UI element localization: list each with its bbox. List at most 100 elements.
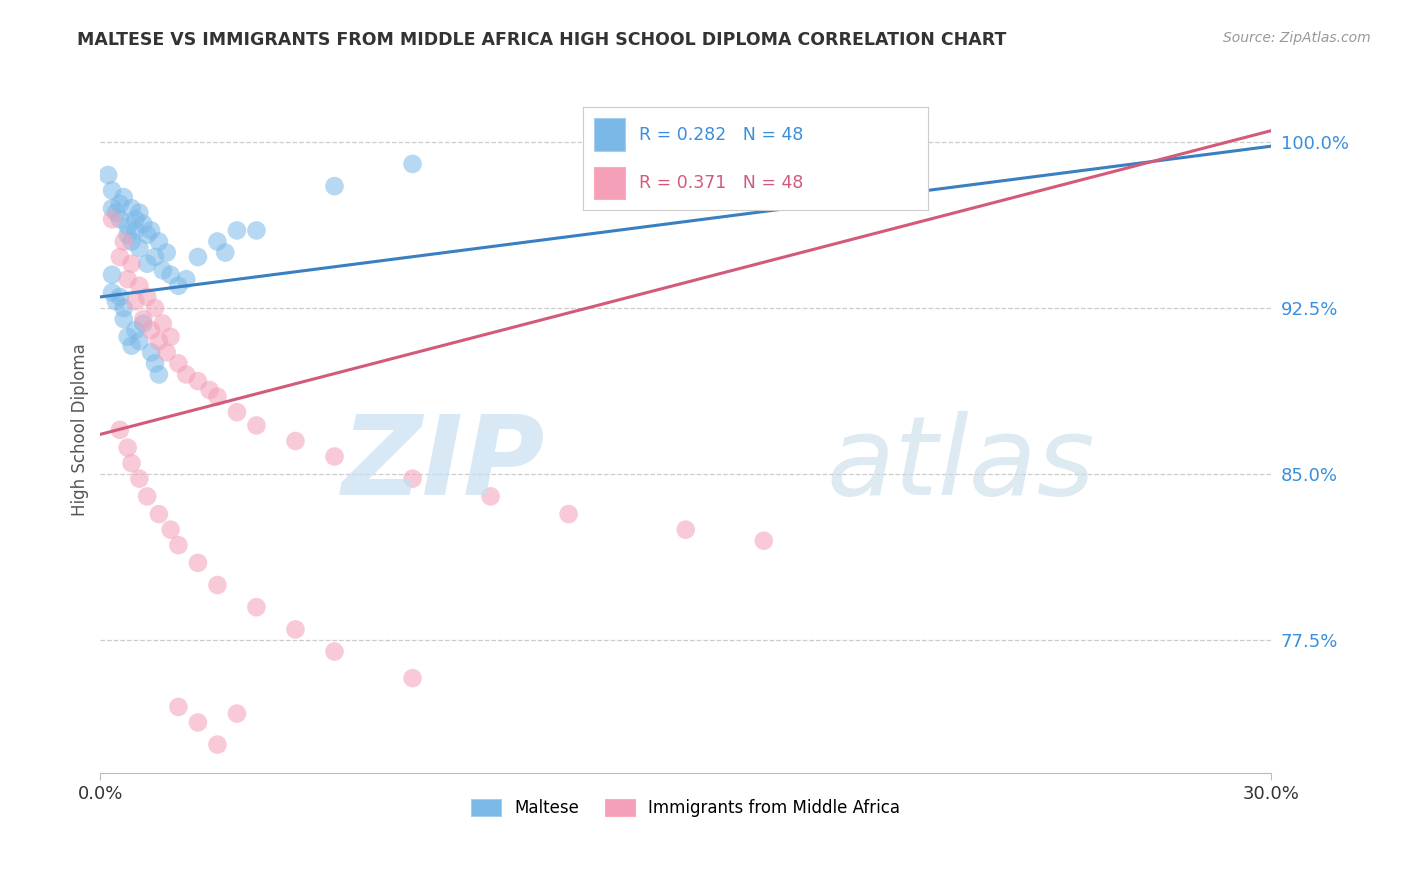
Point bbox=[128, 241, 150, 255]
Text: MALTESE VS IMMIGRANTS FROM MIDDLE AFRICA HIGH SCHOOL DIPLOMA CORRELATION CHART: MALTESE VS IMMIGRANTS FROM MIDDLE AFRICA… bbox=[77, 31, 1007, 49]
Point bbox=[226, 405, 249, 419]
Point bbox=[128, 472, 150, 486]
Point bbox=[112, 301, 135, 315]
Point bbox=[117, 330, 139, 344]
Point bbox=[159, 330, 181, 344]
Point bbox=[132, 317, 155, 331]
Point bbox=[132, 217, 155, 231]
Point bbox=[323, 450, 346, 464]
Point bbox=[167, 278, 190, 293]
Point bbox=[752, 533, 775, 548]
Text: R = 0.282   N = 48: R = 0.282 N = 48 bbox=[638, 126, 803, 144]
Point bbox=[121, 456, 143, 470]
Text: R = 0.371   N = 48: R = 0.371 N = 48 bbox=[638, 174, 803, 192]
Point bbox=[108, 250, 131, 264]
Point bbox=[139, 223, 162, 237]
Point bbox=[187, 556, 209, 570]
Point bbox=[121, 235, 143, 249]
Point bbox=[167, 356, 190, 370]
Point bbox=[284, 623, 307, 637]
Point bbox=[108, 197, 131, 211]
Point bbox=[159, 523, 181, 537]
Point bbox=[174, 272, 197, 286]
Point bbox=[284, 434, 307, 448]
Point bbox=[128, 278, 150, 293]
Point bbox=[198, 383, 221, 397]
Point bbox=[167, 538, 190, 552]
Point bbox=[187, 715, 209, 730]
Point bbox=[124, 323, 146, 337]
Point bbox=[104, 294, 127, 309]
Point bbox=[117, 441, 139, 455]
Point bbox=[108, 423, 131, 437]
Point bbox=[101, 285, 124, 300]
Point bbox=[148, 507, 170, 521]
Point bbox=[132, 312, 155, 326]
Point bbox=[245, 418, 267, 433]
Point bbox=[101, 184, 124, 198]
Point bbox=[152, 317, 174, 331]
Point bbox=[136, 290, 159, 304]
Point bbox=[121, 339, 143, 353]
Point bbox=[869, 139, 891, 153]
Point bbox=[104, 205, 127, 219]
Point bbox=[117, 219, 139, 233]
Legend: Maltese, Immigrants from Middle Africa: Maltese, Immigrants from Middle Africa bbox=[465, 792, 907, 823]
Point bbox=[128, 205, 150, 219]
Point bbox=[323, 644, 346, 658]
Point bbox=[136, 257, 159, 271]
Point bbox=[479, 489, 502, 503]
Point bbox=[245, 223, 267, 237]
Point bbox=[148, 235, 170, 249]
Text: atlas: atlas bbox=[827, 410, 1095, 517]
Point bbox=[207, 578, 229, 592]
Point bbox=[112, 190, 135, 204]
Point bbox=[143, 301, 166, 315]
Point bbox=[156, 245, 179, 260]
Point bbox=[121, 257, 143, 271]
Point bbox=[121, 201, 143, 215]
Bar bbox=[593, 167, 624, 199]
Point bbox=[112, 235, 135, 249]
Point bbox=[226, 223, 249, 237]
Point bbox=[207, 235, 229, 249]
Point bbox=[557, 507, 579, 521]
Point bbox=[869, 139, 891, 153]
Y-axis label: High School Diploma: High School Diploma bbox=[72, 343, 89, 516]
Point bbox=[124, 223, 146, 237]
Point bbox=[139, 323, 162, 337]
Point bbox=[675, 523, 697, 537]
Point bbox=[207, 738, 229, 752]
Point bbox=[401, 472, 423, 486]
Point bbox=[156, 345, 179, 359]
Point bbox=[167, 700, 190, 714]
Point bbox=[401, 157, 423, 171]
Point bbox=[117, 227, 139, 242]
Point bbox=[117, 272, 139, 286]
Point bbox=[128, 334, 150, 349]
Point bbox=[124, 294, 146, 309]
Point bbox=[245, 600, 267, 615]
Text: Source: ZipAtlas.com: Source: ZipAtlas.com bbox=[1223, 31, 1371, 45]
Point bbox=[101, 201, 124, 215]
Point bbox=[124, 212, 146, 227]
Point bbox=[226, 706, 249, 721]
Point bbox=[187, 374, 209, 388]
Point bbox=[323, 179, 346, 194]
Point bbox=[112, 312, 135, 326]
Point bbox=[207, 390, 229, 404]
Point bbox=[148, 334, 170, 349]
Point bbox=[101, 212, 124, 227]
Point bbox=[401, 671, 423, 685]
Point bbox=[174, 368, 197, 382]
Point bbox=[136, 227, 159, 242]
Point bbox=[97, 168, 120, 182]
Point bbox=[214, 245, 236, 260]
Bar bbox=[593, 119, 624, 151]
Point bbox=[101, 268, 124, 282]
Point bbox=[108, 212, 131, 227]
Text: ZIP: ZIP bbox=[342, 410, 546, 517]
Point bbox=[136, 489, 159, 503]
Point bbox=[108, 290, 131, 304]
Point bbox=[143, 356, 166, 370]
